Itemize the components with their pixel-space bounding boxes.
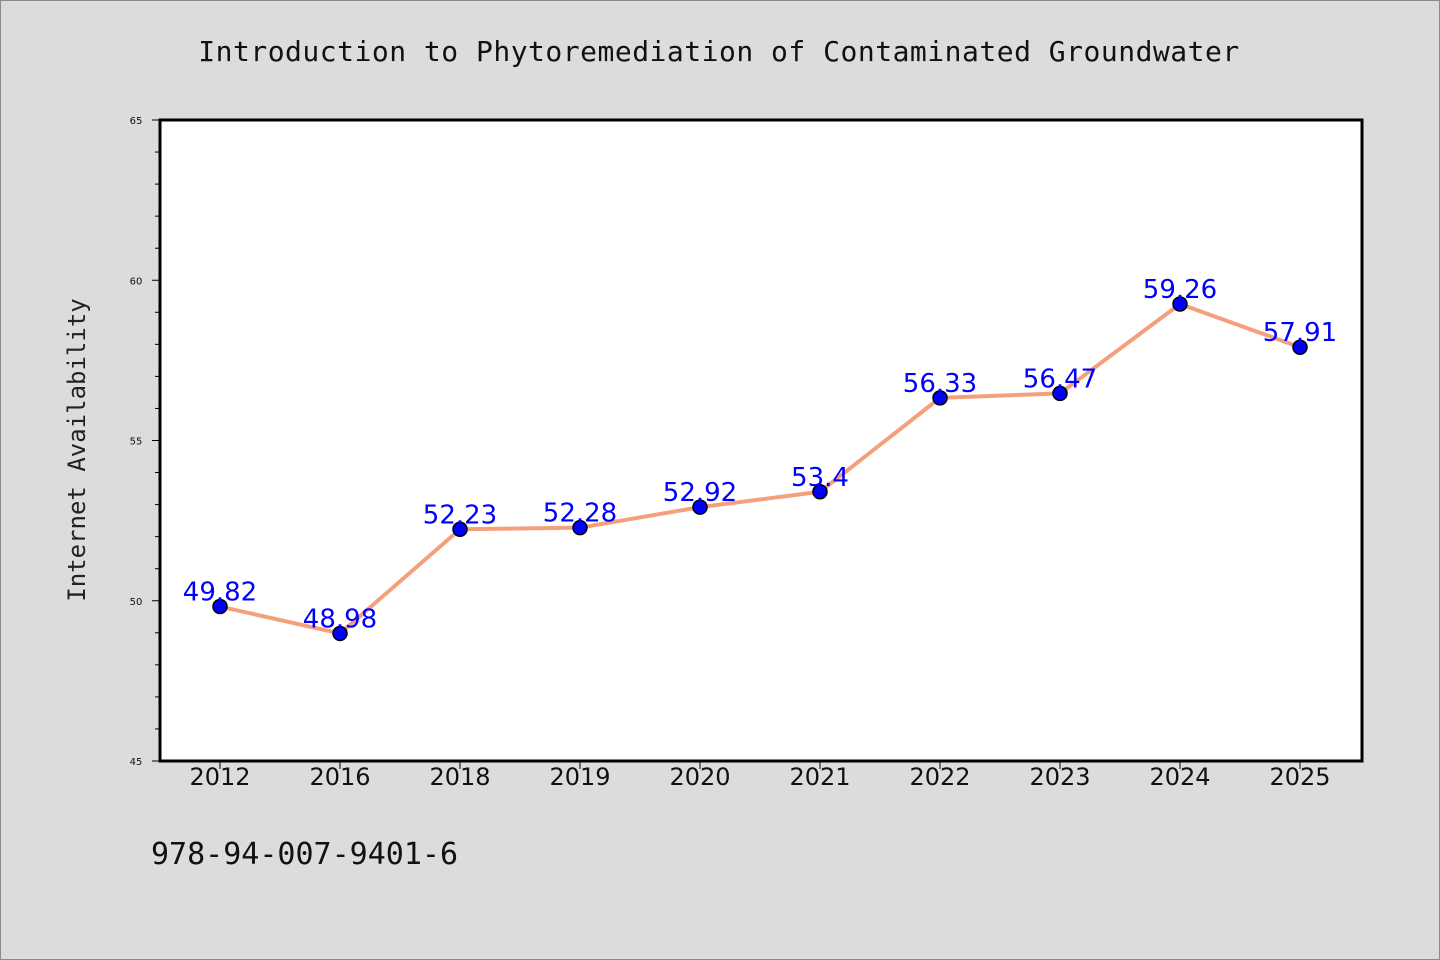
y-axis-ticks: 45 50 55 60 65 [130, 116, 160, 768]
y-tick-label: 65 [130, 116, 143, 127]
data-point [1052, 385, 1068, 402]
marker-group [212, 296, 1308, 642]
plot-area [158, 118, 1364, 763]
data-label: 52.28 [543, 499, 617, 529]
x-tick-label: 2012 [189, 763, 250, 791]
x-tick-label: 2021 [789, 763, 850, 791]
data-label: 56.33 [903, 369, 977, 399]
data-label: 56.47 [1023, 364, 1097, 394]
data-point [812, 484, 828, 500]
x-tick-label: 2016 [309, 763, 370, 791]
x-axis-ticks: 2012 2016 2018 2019 2020 2021 2022 2023 2024 2025 [189, 761, 1331, 791]
data-label: 59.26 [1143, 275, 1217, 305]
y-tick-label: 50 [130, 597, 143, 608]
x-tick-label: 2020 [669, 763, 730, 791]
series-line [218, 301, 1302, 636]
data-point [1292, 339, 1308, 355]
chart-title: Introduction to Phytoremediation of Cont… [198, 35, 1240, 68]
data-point [1172, 296, 1188, 312]
data-point [572, 519, 588, 536]
data-point [692, 499, 708, 515]
x-tick-label: 2022 [909, 763, 970, 791]
data-point [212, 598, 228, 615]
data-label: 53.4 [791, 463, 849, 493]
data-label: 57.91 [1263, 318, 1337, 348]
data-point [452, 521, 468, 538]
x-tick-label: 2023 [1029, 763, 1090, 791]
data-label: 52.23 [423, 500, 497, 530]
series-line-group [218, 301, 1302, 636]
data-point [332, 625, 348, 642]
isbn-text: 978-94-007-9401-6 [151, 837, 459, 872]
data-label: 49.82 [183, 578, 257, 608]
x-tick-label: 2025 [1269, 763, 1330, 791]
data-point [932, 390, 948, 406]
x-tick-label: 2024 [1149, 763, 1210, 791]
data-label: 52.92 [663, 478, 737, 508]
y-tick-label: 60 [130, 276, 143, 287]
data-label-group: 49.82 48.98 52.23 52.28 52.92 53.4 56.33 56.47 5… [183, 275, 1337, 634]
y-tick-label: 45 [130, 757, 143, 768]
x-tick-label: 2018 [429, 763, 490, 791]
y-tick-label: 55 [130, 437, 143, 448]
data-label: 48.98 [303, 604, 377, 634]
x-tick-label: 2019 [549, 763, 610, 791]
